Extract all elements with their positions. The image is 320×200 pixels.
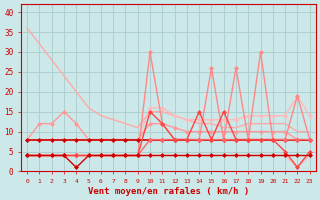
X-axis label: Vent moyen/en rafales ( km/h ): Vent moyen/en rafales ( km/h ) [88, 187, 249, 196]
